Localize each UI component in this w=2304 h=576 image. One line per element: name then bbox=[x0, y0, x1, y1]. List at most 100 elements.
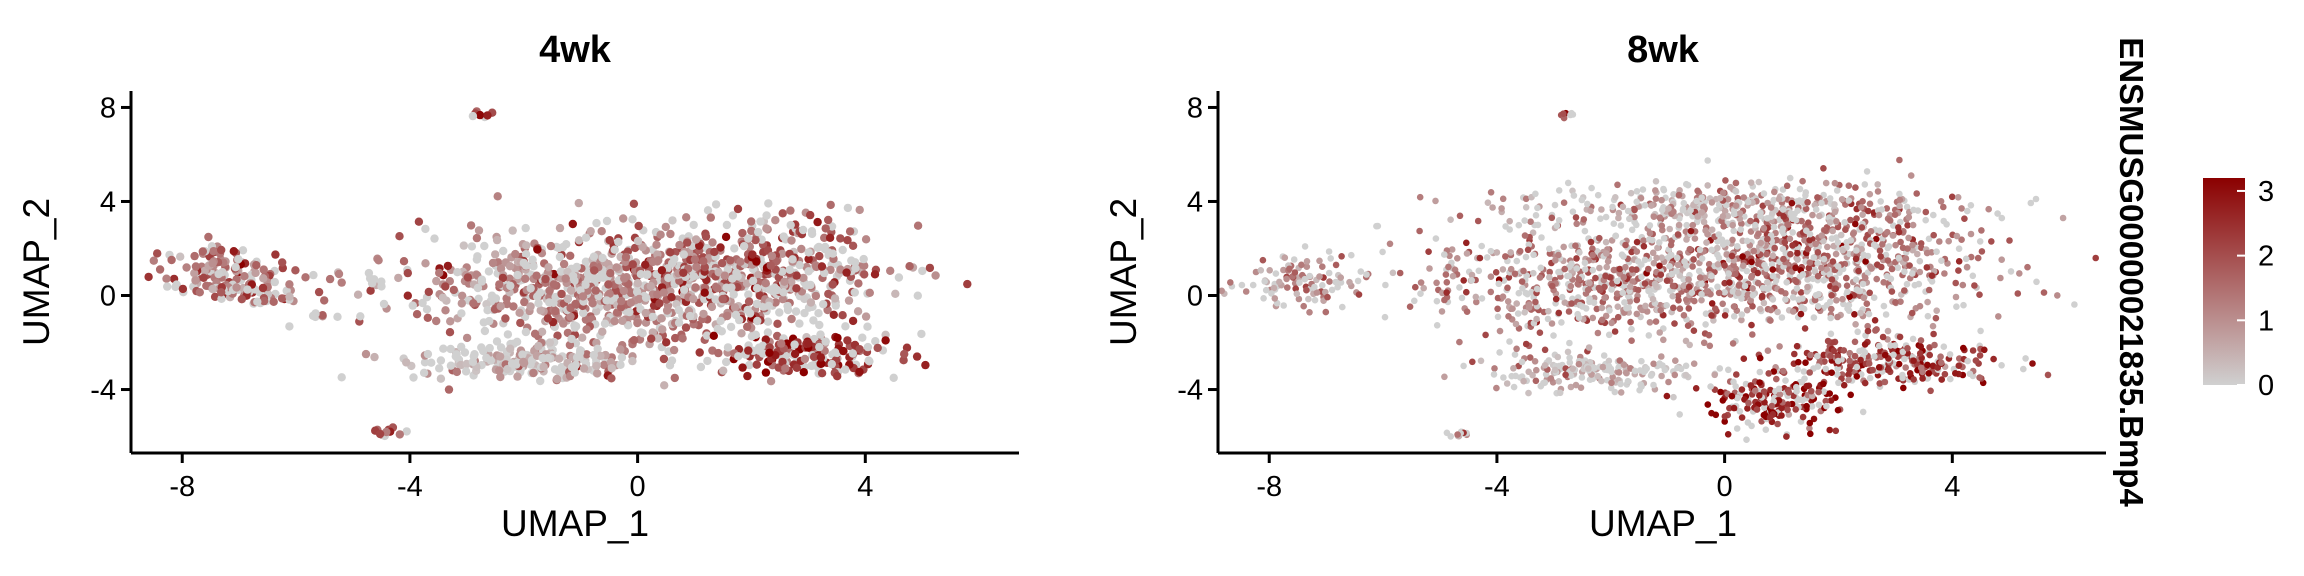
scatter-point bbox=[1827, 397, 1835, 404]
scatter-point bbox=[1820, 388, 1828, 396]
scatter-point bbox=[403, 291, 412, 300]
scatter-point bbox=[1844, 305, 1851, 312]
scatter-point bbox=[1924, 298, 1931, 306]
scatter-point bbox=[1830, 347, 1838, 355]
scatter-point bbox=[1864, 322, 1871, 330]
scatter-point bbox=[841, 322, 850, 331]
scatter-point bbox=[1769, 272, 1777, 280]
scatter-point bbox=[1680, 312, 1688, 319]
scatter-point bbox=[831, 348, 840, 357]
scatter-point bbox=[1770, 223, 1778, 231]
scatter-point bbox=[559, 319, 568, 328]
scatter-point bbox=[1896, 202, 1903, 210]
scatter-point bbox=[269, 297, 278, 306]
scatter-point bbox=[1280, 266, 1287, 274]
scatter-point bbox=[1826, 298, 1834, 306]
scatter-point bbox=[695, 348, 704, 357]
scatter-point bbox=[501, 314, 510, 323]
scatter-point bbox=[1649, 295, 1657, 303]
scatter-point bbox=[653, 290, 662, 299]
scatter-point bbox=[758, 349, 768, 358]
scatter-point bbox=[534, 341, 543, 351]
scatter-point bbox=[1417, 279, 1425, 286]
scatter-point bbox=[1998, 214, 2006, 222]
scatter-point bbox=[1675, 297, 1682, 304]
scatter-point bbox=[726, 256, 735, 265]
scatter-point bbox=[689, 272, 698, 281]
scatter-point bbox=[2032, 195, 2040, 203]
scatter-point bbox=[1750, 247, 1757, 255]
scatter-point bbox=[1618, 251, 1626, 258]
scatter-point bbox=[1656, 329, 1663, 336]
x-tick-label: 4 bbox=[857, 471, 873, 503]
scatter-points bbox=[144, 107, 972, 441]
scatter-point bbox=[1835, 379, 1842, 387]
scatter-point bbox=[963, 279, 972, 289]
scatter-point bbox=[806, 210, 815, 220]
scatter-point bbox=[1647, 372, 1655, 379]
scatter-point bbox=[720, 271, 730, 280]
scatter-point bbox=[1902, 364, 1909, 371]
scatter-point bbox=[285, 292, 294, 301]
scatter-point bbox=[723, 343, 733, 352]
scatter-point bbox=[240, 272, 249, 281]
scatter-point bbox=[512, 360, 521, 369]
scatter-point bbox=[1303, 258, 1311, 265]
scatter-point bbox=[1472, 293, 1480, 301]
scatter-point bbox=[1783, 182, 1791, 190]
scatter-point bbox=[858, 333, 867, 342]
scatter-point bbox=[751, 235, 760, 245]
scatter-point bbox=[1447, 433, 1454, 440]
scatter-point bbox=[861, 312, 871, 321]
scatter-point bbox=[414, 217, 424, 226]
scatter-point bbox=[1529, 229, 1537, 236]
scatter-point bbox=[423, 349, 433, 359]
scatter-point bbox=[1609, 373, 1616, 381]
scatter-point bbox=[638, 329, 647, 338]
scatter-point bbox=[1806, 425, 1813, 432]
scatter-point bbox=[1600, 352, 1608, 359]
scatter-point bbox=[859, 254, 868, 264]
scatter-point bbox=[1765, 370, 1772, 377]
scatter-point bbox=[1917, 337, 1925, 344]
scatter-point bbox=[2006, 237, 2013, 244]
scatter-point bbox=[375, 429, 385, 439]
scatter-point bbox=[813, 217, 822, 227]
scatter-point bbox=[435, 364, 444, 373]
scatter-point bbox=[446, 361, 456, 370]
scatter-point bbox=[555, 223, 565, 233]
scatter-point bbox=[1814, 303, 1822, 310]
scatter-point bbox=[1502, 223, 1509, 230]
x-axis-label: UMAP_1 bbox=[501, 503, 649, 544]
scatter-point bbox=[253, 297, 262, 306]
scatter-point bbox=[845, 227, 855, 236]
scatter-point bbox=[1628, 266, 1636, 273]
scatter-point bbox=[472, 233, 482, 243]
scatter-point bbox=[1955, 267, 1962, 274]
scatter-point bbox=[1627, 318, 1634, 326]
scatter-point bbox=[1747, 382, 1755, 389]
scatter-point bbox=[1729, 236, 1736, 244]
scatter-point bbox=[778, 295, 787, 304]
scatter-point bbox=[1566, 339, 1573, 347]
scatter-point bbox=[1723, 251, 1730, 258]
scatter-point bbox=[1868, 265, 1875, 272]
scatter-point bbox=[2016, 270, 2023, 277]
scatter-point bbox=[624, 321, 633, 330]
scatter-point bbox=[861, 235, 871, 244]
scatter-point bbox=[692, 262, 701, 272]
scatter-point bbox=[1782, 377, 1789, 384]
scatter-point bbox=[1821, 227, 1829, 234]
scatter-point bbox=[333, 312, 342, 321]
scatter-point bbox=[1802, 359, 1809, 367]
scatter-point bbox=[374, 256, 383, 265]
scatter-point bbox=[1520, 267, 1527, 275]
scatter-point bbox=[1649, 249, 1657, 257]
scatter-point bbox=[931, 271, 940, 280]
scatter-point bbox=[1696, 246, 1704, 254]
scatter-point bbox=[1737, 226, 1745, 233]
scatter-point bbox=[1532, 190, 1539, 198]
scatter-point bbox=[1990, 355, 1997, 363]
scatter-point bbox=[1567, 282, 1575, 290]
scatter-point bbox=[1814, 194, 1821, 201]
